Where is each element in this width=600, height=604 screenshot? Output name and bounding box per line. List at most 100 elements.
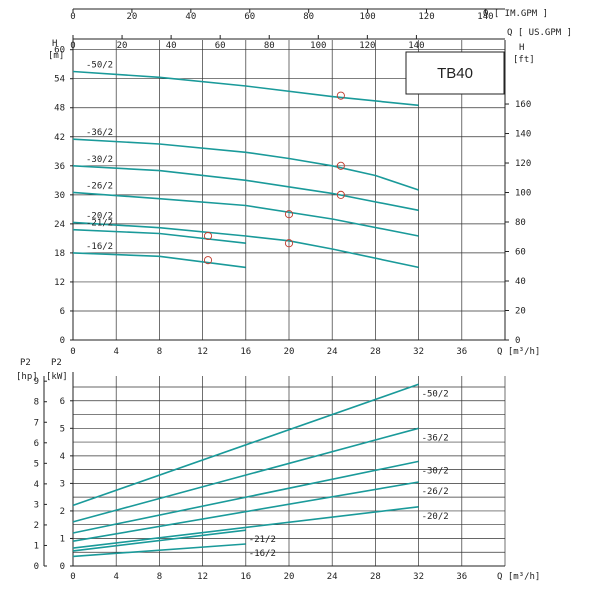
im-gpm-tick-label: 20 [126, 12, 137, 22]
head-ft-tick-label: 40 [515, 277, 526, 287]
im-gpm-tick-label: 60 [244, 12, 255, 22]
head-x-tick-label: 36 [456, 347, 467, 357]
power-curve [72, 481, 419, 542]
head-curve-label: -26/2 [86, 181, 113, 191]
power-kw-tick-label: 0 [60, 562, 65, 572]
head-ft-tick-label: 80 [515, 218, 526, 228]
power-hp-tick-label: 7 [34, 418, 39, 428]
head-ft-label: [ft] [513, 55, 535, 65]
head-y-label: [m] [48, 51, 64, 61]
head-curve-label: -21/2 [86, 219, 113, 229]
head-curve [72, 221, 419, 269]
head-curve-label: -16/2 [86, 242, 113, 252]
head-ft-tick-label: 20 [515, 307, 526, 317]
power-hp-tick-label: 6 [34, 439, 39, 449]
power-curve [72, 543, 246, 558]
im-gpm-tick-label: 40 [185, 12, 196, 22]
power-curve-label: -21/2 [249, 535, 276, 545]
power-hp-label-p2: P2 [20, 358, 31, 368]
head-ft-tick-label: 120 [515, 159, 531, 169]
head-y-tick-label: 0 [60, 336, 65, 346]
us-gpm-tick-label: 40 [166, 41, 177, 51]
us-gpm-axis-label: Q [ US.GPM ] [507, 28, 572, 38]
head-ft-tick-label: 160 [515, 100, 531, 110]
head-x-label: Q [m³/h] [497, 347, 540, 357]
head-ft-tick-label: 60 [515, 248, 526, 258]
im-gpm-tick-label: 0 [70, 12, 75, 22]
head-x-tick-label: 8 [157, 347, 162, 357]
power-curve [72, 506, 419, 549]
head-y-label-unit: H [52, 39, 57, 49]
head-x-tick-label: 24 [327, 347, 338, 357]
head-x-tick-label: 28 [370, 347, 381, 357]
bep-point-marker [284, 239, 294, 248]
us-gpm-tick-label: 0 [70, 41, 75, 51]
bep-point-marker [284, 210, 294, 219]
bep-point-marker [336, 161, 345, 170]
power-hp-tick-label: 0 [34, 562, 39, 572]
bep-point-marker [203, 256, 213, 265]
power-curve-label: -16/2 [249, 549, 276, 559]
power-x-tick-label: 28 [370, 572, 381, 582]
head-ft-tick-label: 0 [515, 336, 520, 346]
us-gpm-tick-label: 60 [215, 41, 226, 51]
head-y-tick-label: 12 [54, 278, 65, 288]
head-curve [72, 138, 419, 191]
im-gpm-tick-label: 120 [418, 12, 434, 22]
bep-point-marker [336, 91, 345, 100]
power-x-tick-label: 32 [413, 572, 424, 582]
power-x-tick-label: 8 [157, 572, 162, 582]
power-curve [72, 529, 246, 552]
head-y-tick-label: 30 [54, 191, 65, 201]
power-x-tick-label: 36 [456, 572, 467, 582]
power-hp-label: [hp] [16, 372, 38, 382]
power-x-label: Q [m³/h] [497, 572, 540, 582]
power-kw-tick-label: 4 [60, 452, 65, 462]
head-ft-label-h: H [519, 43, 524, 53]
bep-point-marker [336, 190, 345, 199]
chart-title: TB40 [437, 65, 473, 82]
power-kw-tick-label: 3 [60, 479, 65, 489]
head-curve [72, 165, 419, 212]
head-y-tick-label: 60 [54, 46, 65, 56]
power-curve-label: -50/2 [422, 389, 449, 399]
head-x-tick-label: 16 [240, 347, 251, 357]
power-x-tick-label: 0 [70, 572, 75, 582]
power-curve-label: -36/2 [422, 433, 449, 443]
head-x-tick-label: 32 [413, 347, 424, 357]
head-curve-label: -36/2 [86, 128, 113, 138]
head-y-tick-label: 24 [54, 220, 65, 230]
us-gpm-tick-label: 120 [359, 41, 375, 51]
head-y-tick-label: 18 [54, 249, 65, 259]
head-curve [72, 191, 419, 237]
us-gpm-tick-label: 20 [117, 41, 128, 51]
power-hp-tick-label: 1 [34, 541, 39, 551]
power-kw-label-p2: P2 [51, 358, 62, 368]
head-x-tick-label: 20 [284, 347, 295, 357]
power-x-tick-label: 4 [113, 572, 118, 582]
title-box [405, 51, 505, 95]
im-gpm-tick-label: 80 [303, 12, 314, 22]
head-x-tick-label: 4 [113, 347, 118, 357]
power-curve [72, 460, 419, 534]
power-curve [72, 427, 419, 523]
head-y-tick-label: 54 [54, 75, 65, 85]
im-gpm-tick-label: 140 [477, 12, 493, 22]
power-curve [72, 383, 419, 507]
power-hp-tick-label: 9 [34, 377, 39, 387]
head-curve [72, 70, 419, 107]
head-curve-label: -50/2 [86, 60, 113, 70]
power-kw-label: [kW] [46, 372, 68, 382]
power-hp-tick-label: 4 [34, 480, 39, 490]
im-gpm-axis-label: Q [ IM.GPM ] [483, 9, 548, 19]
head-x-tick-label: 0 [70, 347, 75, 357]
power-x-tick-label: 12 [197, 572, 208, 582]
head-y-tick-label: 36 [54, 162, 65, 172]
power-curve-label: -26/2 [422, 487, 449, 497]
us-gpm-tick-label: 140 [408, 41, 424, 51]
power-x-tick-label: 20 [284, 572, 295, 582]
head-ft-tick-label: 100 [515, 189, 531, 199]
head-x-tick-label: 12 [197, 347, 208, 357]
power-curve-label: -30/2 [422, 466, 449, 476]
